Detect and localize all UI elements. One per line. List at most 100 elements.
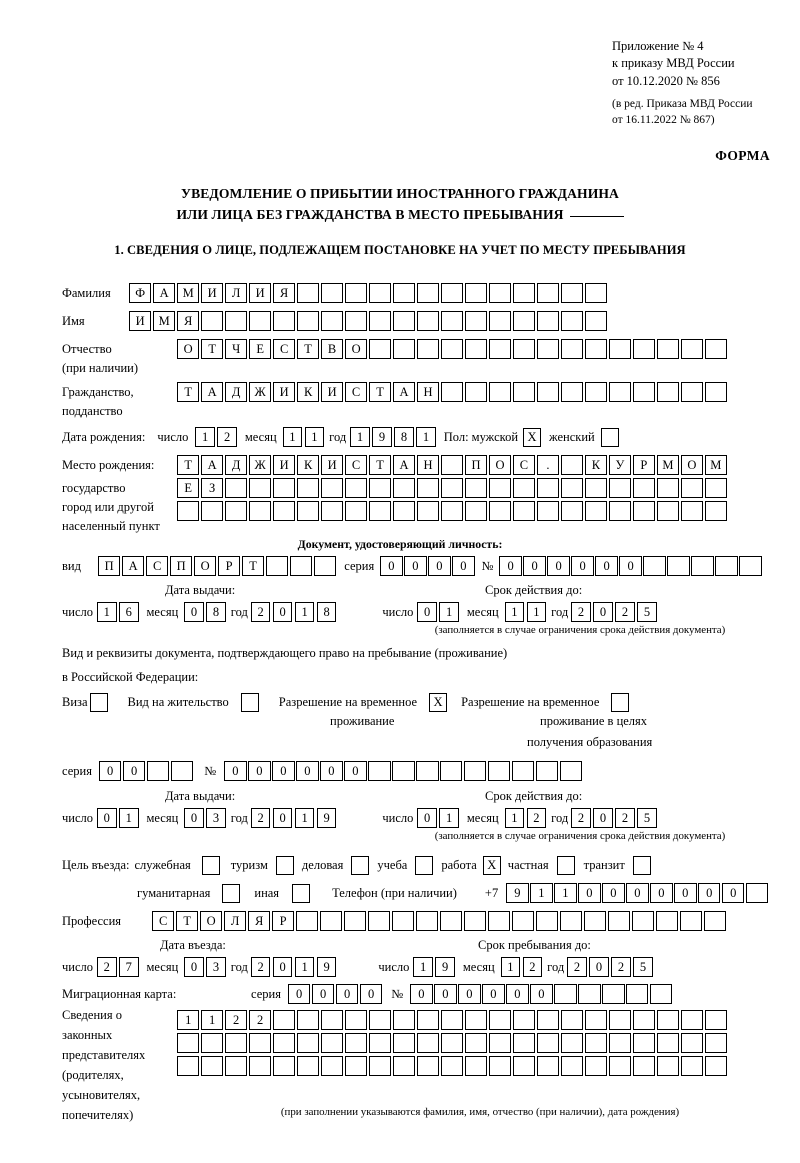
char-cell[interactable]: Ж xyxy=(248,455,272,475)
char-cell[interactable] xyxy=(272,1033,296,1054)
char-cell[interactable]: 1 xyxy=(526,602,547,622)
char-cell[interactable] xyxy=(656,382,680,402)
char-cell[interactable] xyxy=(416,478,440,499)
char-cell[interactable]: И xyxy=(248,283,272,303)
char-cell[interactable] xyxy=(536,382,560,402)
char-cell[interactable] xyxy=(554,984,577,1004)
char-cell[interactable]: 5 xyxy=(637,602,657,622)
char-cell[interactable] xyxy=(632,1033,656,1054)
char-cell[interactable]: И xyxy=(320,455,344,475)
char-cell[interactable] xyxy=(320,283,344,303)
char-cell[interactable] xyxy=(368,1056,392,1077)
char-cell[interactable] xyxy=(632,501,656,522)
char-cell[interactable] xyxy=(584,501,608,522)
char-cell[interactable] xyxy=(416,1033,440,1054)
char-cell[interactable]: 0 xyxy=(184,602,204,622)
char-cell[interactable] xyxy=(680,382,704,402)
char-cell[interactable]: 2 xyxy=(567,957,587,977)
char-cell[interactable] xyxy=(584,478,608,499)
char-cell[interactable] xyxy=(320,1033,344,1054)
char-cell[interactable] xyxy=(680,501,704,522)
char-cell[interactable]: Р xyxy=(271,911,295,931)
char-cell[interactable] xyxy=(392,501,416,522)
char-cell[interactable]: П xyxy=(169,556,193,576)
char-cell[interactable] xyxy=(632,478,656,499)
char-cell[interactable] xyxy=(536,1056,560,1077)
char-cell[interactable] xyxy=(584,1010,608,1030)
char-cell[interactable] xyxy=(200,1056,224,1077)
char-cell[interactable] xyxy=(272,1010,296,1030)
char-cell[interactable]: М xyxy=(704,455,728,475)
char-cell[interactable] xyxy=(608,1033,632,1054)
char-cell[interactable]: М xyxy=(152,311,176,331)
char-cell[interactable]: 3 xyxy=(206,957,226,977)
char-cell[interactable] xyxy=(704,501,728,522)
char-cell[interactable] xyxy=(439,911,463,931)
char-cell[interactable] xyxy=(559,911,583,931)
residence-permit-checkbox[interactable] xyxy=(240,693,259,712)
char-cell[interactable]: П xyxy=(464,455,488,475)
char-cell[interactable]: 0 xyxy=(359,984,383,1004)
char-cell[interactable]: 2 xyxy=(224,1010,248,1030)
char-cell[interactable] xyxy=(583,911,607,931)
char-cell[interactable]: С xyxy=(145,556,169,576)
char-cell[interactable] xyxy=(704,339,728,359)
char-cell[interactable]: Л xyxy=(223,911,247,931)
char-cell[interactable] xyxy=(416,761,439,781)
char-cell[interactable]: 5 xyxy=(637,808,657,828)
char-cell[interactable] xyxy=(715,556,738,576)
char-cell[interactable]: 0 xyxy=(335,984,359,1004)
char-cell[interactable] xyxy=(248,311,272,331)
char-cell[interactable] xyxy=(560,339,584,359)
char-cell[interactable]: О xyxy=(193,556,217,576)
char-cell[interactable] xyxy=(680,339,704,359)
char-cell[interactable] xyxy=(440,455,464,475)
char-cell[interactable] xyxy=(344,283,368,303)
char-cell[interactable]: Л xyxy=(224,283,248,303)
char-cell[interactable]: Р xyxy=(632,455,656,475)
char-cell[interactable] xyxy=(632,382,656,402)
char-cell[interactable] xyxy=(368,761,391,781)
char-cell[interactable]: Т xyxy=(368,455,392,475)
char-cell[interactable] xyxy=(512,761,535,781)
char-cell[interactable] xyxy=(746,883,769,903)
char-cell[interactable] xyxy=(536,761,559,781)
char-cell[interactable] xyxy=(464,339,488,359)
char-cell[interactable]: О xyxy=(177,339,200,359)
char-cell[interactable] xyxy=(319,911,343,931)
char-cell[interactable] xyxy=(703,911,727,931)
char-cell[interactable]: А xyxy=(152,283,176,303)
char-cell[interactable]: Ч xyxy=(224,339,248,359)
char-cell[interactable]: 2 xyxy=(615,602,635,622)
char-cell[interactable]: 0 xyxy=(320,761,343,781)
char-cell[interactable] xyxy=(320,478,344,499)
char-cell[interactable]: И xyxy=(272,455,296,475)
char-cell[interactable]: 0 xyxy=(722,883,745,903)
char-cell[interactable]: О xyxy=(680,455,704,475)
char-cell[interactable] xyxy=(415,911,439,931)
char-cell[interactable]: 0 xyxy=(184,808,204,828)
char-cell[interactable] xyxy=(536,1033,560,1054)
char-cell[interactable]: 0 xyxy=(593,808,613,828)
char-cell[interactable]: 1 xyxy=(97,602,117,622)
char-cell[interactable] xyxy=(177,1056,200,1077)
char-cell[interactable]: 1 xyxy=(195,427,215,447)
char-cell[interactable] xyxy=(320,311,344,331)
char-cell[interactable] xyxy=(608,501,632,522)
char-cell[interactable] xyxy=(313,556,337,576)
char-cell[interactable]: 2 xyxy=(250,602,271,622)
char-cell[interactable] xyxy=(536,283,560,303)
char-cell[interactable]: 9 xyxy=(316,957,337,977)
char-cell[interactable] xyxy=(680,1033,704,1054)
char-cell[interactable] xyxy=(344,311,368,331)
